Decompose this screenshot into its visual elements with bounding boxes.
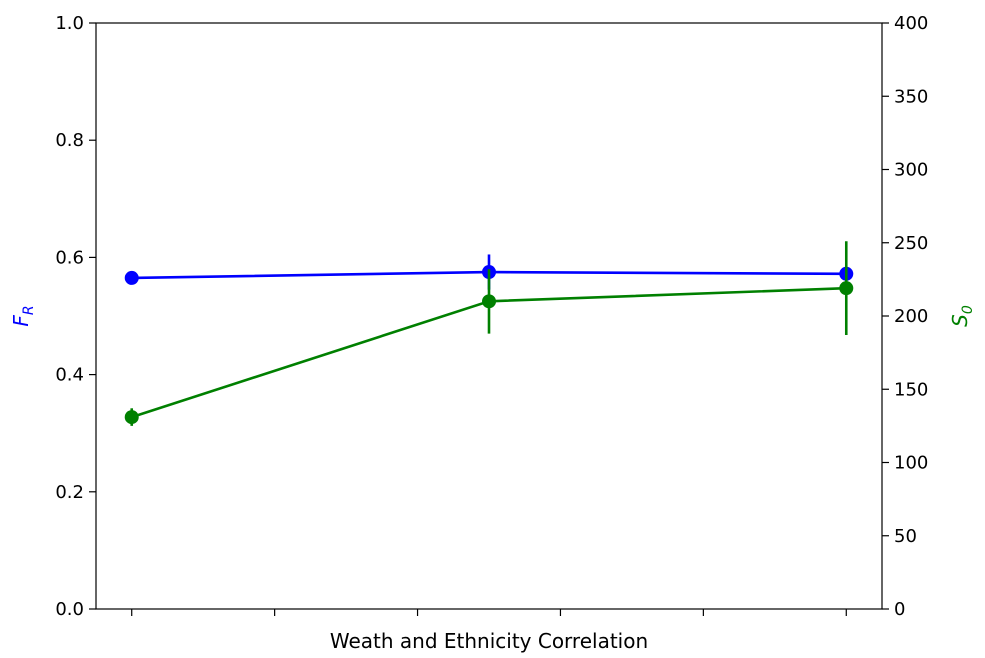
right-axis-title: S0: [948, 305, 976, 327]
left-tick-label: 0.4: [55, 365, 84, 386]
series-layer: [124, 241, 854, 426]
left-tick-label: 0.0: [55, 599, 84, 620]
left-axis: 0.0 0.2 0.4 0.6 0.8 1.0: [55, 13, 96, 620]
x-axis: [131, 609, 847, 616]
right-tick-label: 150: [894, 379, 928, 400]
data-point: [124, 410, 139, 425]
right-tick-label: 200: [894, 306, 928, 327]
left-axis-title-main: F: [9, 315, 33, 327]
right-tick-label: 400: [894, 13, 928, 34]
left-axis-title: FR: [9, 305, 37, 326]
right-axis: 0 50 100 150 200 250 300 350 400: [882, 13, 928, 620]
series-right: [124, 241, 854, 426]
left-tick-label: 1.0: [55, 13, 84, 34]
left-tick-label: 0.6: [55, 247, 84, 268]
data-point: [482, 294, 496, 309]
data-point: [839, 281, 854, 296]
svg-text:S0: S0: [948, 305, 976, 327]
left-axis-title-sub: R: [21, 305, 37, 315]
right-tick-label: 100: [894, 453, 928, 474]
right-axis-title-sub: 0: [960, 305, 976, 314]
right-tick-label: 0: [894, 599, 905, 620]
right-tick-label: 300: [894, 160, 928, 181]
data-point: [124, 270, 139, 285]
x-axis-title: Weath and Ethnicity Correlation: [330, 629, 648, 653]
right-tick-label: 50: [894, 526, 917, 547]
right-tick-label: 250: [894, 233, 928, 254]
svg-text:FR: FR: [9, 305, 37, 326]
left-tick-label: 0.8: [55, 130, 84, 151]
right-tick-label: 350: [894, 86, 928, 107]
left-tick-label: 0.2: [55, 482, 84, 503]
right-axis-title-main: S: [948, 314, 972, 327]
